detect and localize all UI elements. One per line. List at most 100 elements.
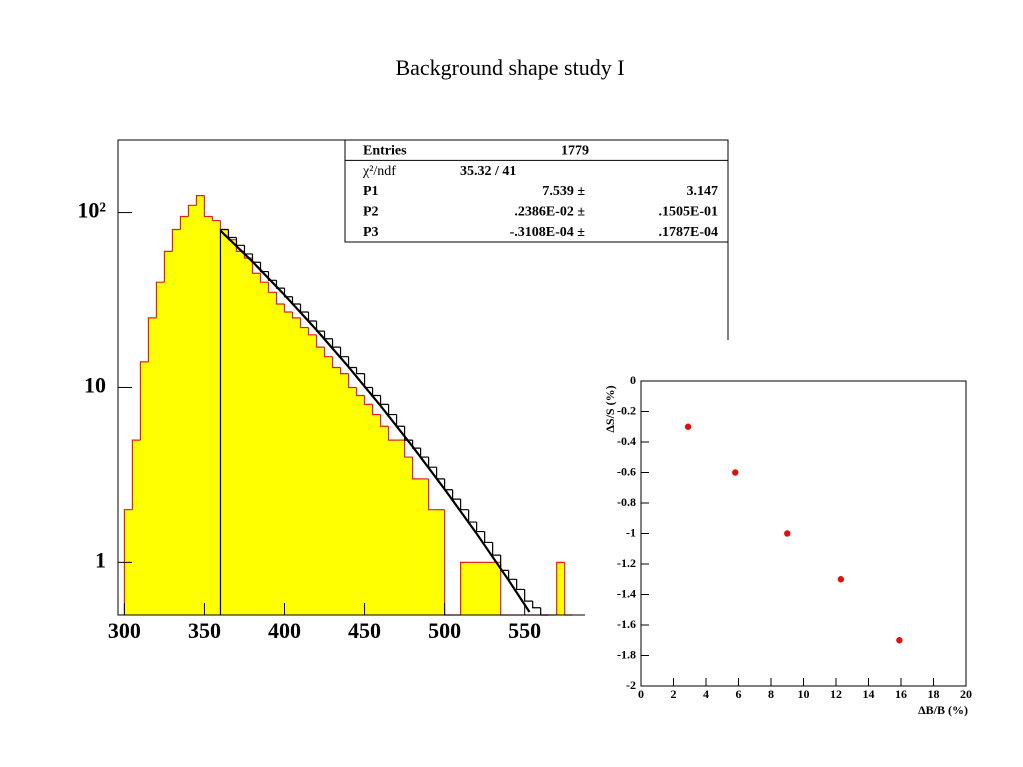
histogram-step xyxy=(251,253,261,263)
histogram-step xyxy=(403,426,413,441)
histogram-step xyxy=(123,509,133,615)
histogram-bar xyxy=(332,367,341,615)
histogram-step xyxy=(524,589,533,602)
x-tick-label: 350 xyxy=(188,618,221,643)
x-tick-label: 450 xyxy=(348,618,381,643)
histogram-bar xyxy=(212,220,221,615)
y-tick-label: 10² xyxy=(77,198,106,223)
histogram-step xyxy=(355,367,365,375)
histogram-step xyxy=(460,499,469,511)
histogram-bar xyxy=(220,229,229,615)
histogram-step xyxy=(347,356,357,369)
histogram-bar xyxy=(396,440,405,615)
histogram-step xyxy=(203,195,213,218)
histogram-step xyxy=(379,414,389,427)
histogram-bar xyxy=(492,562,501,615)
histogram-bar xyxy=(228,239,237,616)
x-tick-label: 20 xyxy=(960,687,972,701)
histogram-step xyxy=(147,317,157,362)
histogram-step xyxy=(428,478,437,511)
histogram-step xyxy=(379,395,389,406)
histogram-bar xyxy=(356,395,365,615)
histogram-step xyxy=(267,282,277,293)
histogram-step xyxy=(211,216,221,222)
slide-title: Background shape study I xyxy=(395,55,624,80)
y-tick-label: -1.6 xyxy=(617,617,636,631)
x-tick-label: 4 xyxy=(703,687,709,701)
histogram-bar xyxy=(140,361,149,615)
x-tick-label: 400 xyxy=(268,618,301,643)
histogram-plot: 30035040045050055060011010²Entries1779χ²… xyxy=(77,139,729,643)
x-axis-label: ΔB/B (%) xyxy=(918,703,968,717)
histogram-step xyxy=(235,237,245,246)
histogram-bar xyxy=(468,562,477,615)
histogram-step xyxy=(387,426,397,441)
histogram-step xyxy=(516,579,525,591)
histogram-step xyxy=(275,292,285,305)
histogram-step xyxy=(468,509,477,523)
stats-key: Entries xyxy=(363,143,407,158)
x-tick-label: 500 xyxy=(428,618,461,643)
histogram-step xyxy=(371,404,381,416)
histogram-step xyxy=(131,439,141,510)
histogram-bar xyxy=(348,387,357,615)
y-tick-label: -0.4 xyxy=(617,434,636,448)
histogram-bar xyxy=(556,562,565,615)
histogram-bar xyxy=(268,292,277,615)
histogram-bar xyxy=(372,414,381,615)
histogram-step xyxy=(403,440,413,458)
histogram-bar xyxy=(428,509,437,615)
y-tick-label: -0.2 xyxy=(617,403,636,417)
histogram-step xyxy=(259,273,269,283)
histogram-bar xyxy=(340,373,349,615)
y-tick-label: 1 xyxy=(95,547,106,572)
histogram-step xyxy=(355,387,365,397)
histogram-bar xyxy=(132,440,141,615)
histogram-step xyxy=(267,271,277,281)
y-tick-label: -1.2 xyxy=(617,556,636,570)
stats-key: χ²/ndf xyxy=(362,164,396,179)
histogram-step xyxy=(315,320,325,332)
y-tick-label: 0 xyxy=(630,373,636,387)
x-tick-label: 550 xyxy=(508,618,541,643)
x-tick-label: 14 xyxy=(863,687,875,701)
histogram-step xyxy=(195,195,205,206)
histogram-step xyxy=(155,281,165,318)
histogram-bar xyxy=(388,440,397,615)
histogram-step xyxy=(444,509,453,616)
x-tick-label: 16 xyxy=(895,687,907,701)
histogram-bar xyxy=(484,562,493,615)
histogram-bar xyxy=(156,282,165,615)
histogram-step xyxy=(395,414,405,427)
histogram-bar xyxy=(420,478,429,615)
x-tick-label: 8 xyxy=(768,687,774,701)
histogram-bar xyxy=(316,347,325,615)
histogram-step xyxy=(315,334,325,348)
histogram-step xyxy=(500,555,509,571)
stats-value: .2386E-02 ± xyxy=(514,205,585,220)
histogram-bar xyxy=(380,426,389,615)
histogram-step xyxy=(492,542,501,556)
y-tick-label: -0.8 xyxy=(617,495,636,509)
y-tick-label: 10 xyxy=(84,373,106,398)
stats-key: P2 xyxy=(363,205,379,220)
histogram-bar xyxy=(404,457,413,615)
histogram-step xyxy=(444,478,453,491)
histogram-step xyxy=(179,215,189,230)
histogram-bar xyxy=(164,251,173,615)
scatter-point xyxy=(896,637,903,644)
stats-error: .1505E-01 xyxy=(659,205,719,220)
histogram-step xyxy=(476,522,485,533)
y-tick-label: -0.6 xyxy=(617,464,636,478)
y-tick-label: -1.4 xyxy=(617,586,636,600)
histogram-step xyxy=(484,531,493,544)
histogram-step xyxy=(436,467,445,480)
stats-key: P1 xyxy=(363,184,379,199)
x-tick-label: 12 xyxy=(830,687,842,701)
histogram-step xyxy=(331,338,341,348)
stats-box xyxy=(344,139,729,243)
y-tick-label: -1.8 xyxy=(617,647,636,661)
stats-value: 7.539 ± xyxy=(542,184,585,199)
histogram-bar xyxy=(204,216,213,615)
